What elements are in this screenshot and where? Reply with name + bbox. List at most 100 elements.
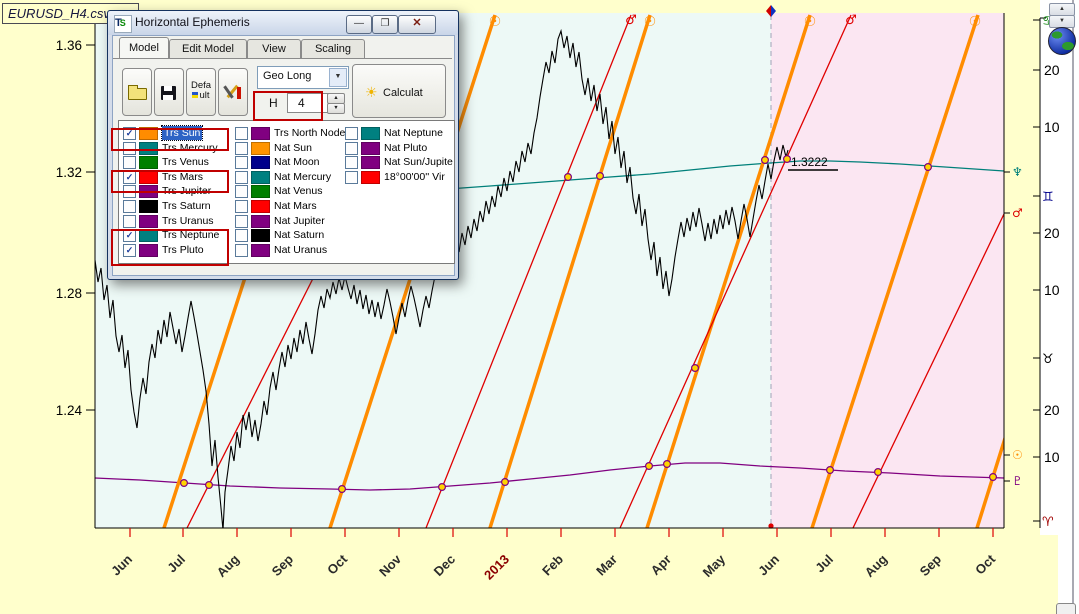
maximize-button[interactable]: ❐ — [372, 15, 398, 34]
color-swatch[interactable] — [251, 156, 270, 170]
coordinate-system-dropdown[interactable]: Geo Long ▼ — [257, 66, 349, 89]
planet-label[interactable]: Trs Uranus — [162, 214, 214, 227]
planet-row: Trs Saturn — [123, 199, 231, 213]
planet-label[interactable]: Trs Mars — [162, 170, 204, 183]
checkbox-nat-saturn[interactable] — [235, 229, 248, 243]
month-label: Aug — [214, 551, 243, 580]
planet-label[interactable]: Nat Sun/Jupite — [384, 156, 453, 169]
default-button[interactable]: Defa ult — [186, 68, 216, 116]
planet-row: Nat Uranus — [235, 243, 343, 257]
checkbox-nat-jupiter[interactable] — [235, 214, 248, 228]
planet-label[interactable]: Trs Saturn — [162, 200, 211, 212]
color-swatch[interactable] — [139, 214, 158, 228]
checkbox-trs-pluto[interactable]: ✓ — [123, 243, 136, 257]
checkbox-trs-sun[interactable]: ✓ — [123, 127, 136, 140]
mars-exit-glyph: ♂ — [1012, 206, 1023, 220]
planet-row: ✓ Trs Neptune — [123, 228, 231, 243]
color-swatch[interactable] — [251, 170, 270, 184]
planet-label[interactable]: Nat Saturn — [274, 229, 325, 242]
planet-label[interactable]: Nat Uranus — [274, 243, 328, 256]
planet-row: ✓ Trs Pluto — [123, 243, 231, 257]
month-label: May — [700, 551, 729, 580]
color-swatch[interactable] — [251, 185, 270, 199]
color-swatch[interactable] — [361, 127, 380, 140]
tab-scaling[interactable]: Scaling — [301, 39, 365, 58]
options-button[interactable] — [218, 68, 248, 116]
planet-row: 18°00'00'' Vir — [345, 170, 453, 184]
stepper-down-button[interactable]: ▼ — [327, 103, 345, 114]
color-swatch[interactable] — [251, 243, 270, 257]
planet-label[interactable]: Trs North Node — [274, 127, 346, 139]
degree-tick-label: 10 — [1044, 282, 1060, 298]
open-model-button[interactable] — [122, 68, 152, 116]
checkbox-nat-pluto[interactable] — [345, 141, 358, 155]
checkbox-nat-sun-jupite[interactable] — [345, 156, 358, 170]
planet-label[interactable]: Nat Jupiter — [274, 214, 325, 227]
color-swatch[interactable] — [361, 156, 380, 170]
planet-label[interactable]: Nat Venus — [274, 185, 323, 198]
mars-glyph: ♂ — [845, 13, 857, 28]
checkbox-trs-mercury[interactable] — [123, 141, 136, 155]
globe-icon[interactable] — [1048, 27, 1076, 55]
highlight-trs-mars — [111, 170, 229, 193]
color-swatch[interactable] — [139, 200, 158, 213]
color-swatch[interactable] — [361, 170, 380, 184]
color-swatch[interactable] — [139, 156, 158, 170]
planet-label[interactable]: Nat Mercury — [274, 170, 332, 183]
palette-icon — [192, 92, 199, 98]
planet-label[interactable]: Nat Mars — [274, 200, 317, 212]
symbol-label: EURUSD_H4.csv — [2, 3, 139, 24]
sun-burst-icon: ☀ — [365, 85, 378, 101]
minimize-button[interactable]: — — [346, 15, 372, 34]
checkbox-trs-saturn[interactable] — [123, 200, 136, 213]
planet-label[interactable]: Nat Pluto — [384, 141, 428, 154]
checkbox-trs-venus[interactable] — [123, 156, 136, 170]
month-label: Jun — [108, 551, 135, 578]
checkbox-nat-uranus[interactable] — [235, 243, 248, 257]
color-swatch[interactable] — [251, 214, 270, 228]
sun-glyph: ☉ — [804, 14, 817, 30]
color-swatch[interactable] — [139, 141, 158, 155]
save-model-button[interactable] — [154, 68, 184, 116]
color-swatch[interactable] — [361, 141, 380, 155]
planet-label[interactable]: Trs Pluto — [162, 243, 204, 256]
planet-label[interactable]: 18°00'00'' Vir — [384, 170, 445, 183]
checkbox-nat-venus[interactable] — [235, 185, 248, 199]
color-swatch[interactable] — [251, 127, 270, 140]
tab-edit-model[interactable]: Edit Model — [169, 39, 247, 58]
dialog-title: Horizontal Ephemeris — [135, 15, 250, 29]
close-button[interactable]: ✕ — [398, 15, 436, 34]
checkbox-trs-north-node[interactable] — [235, 127, 248, 140]
planet-label[interactable]: Nat Sun — [274, 141, 312, 154]
tab-view[interactable]: View — [247, 39, 301, 58]
planet-label[interactable]: Trs Venus — [162, 156, 209, 169]
degree-tick-label: 10 — [1044, 449, 1060, 465]
color-swatch[interactable] — [139, 127, 158, 140]
planet-row: Nat Sun/Jupite — [345, 155, 453, 170]
month-label: Oct — [972, 551, 998, 577]
checkbox-nat-neptune[interactable] — [345, 127, 358, 140]
calculate-button[interactable]: ☀ Calculat — [352, 64, 446, 118]
taurus-glyph: ♉ — [1042, 352, 1054, 367]
color-swatch[interactable] — [251, 141, 270, 155]
color-swatch[interactable] — [139, 243, 158, 257]
checkbox-nat-sun[interactable] — [235, 141, 248, 155]
checkbox-18-00-00-vir[interactable] — [345, 170, 358, 184]
corner-widget[interactable] — [1056, 603, 1076, 614]
color-swatch[interactable] — [251, 229, 270, 243]
planet-label[interactable]: Trs Neptune — [162, 229, 220, 242]
month-label: Jul — [812, 552, 836, 576]
harmonic-stepper: ▲ ▼ — [327, 93, 345, 114]
planet-label[interactable]: Nat Moon — [274, 156, 320, 169]
year-label: 2013 — [481, 552, 512, 583]
checkbox-nat-moon[interactable] — [235, 156, 248, 170]
dialog-titlebar[interactable]: TS Horizontal Ephemeris — ❐ ✕ — [108, 11, 458, 35]
checkbox-nat-mercury[interactable] — [235, 170, 248, 184]
highlight-trs-neptune-pluto — [111, 229, 229, 266]
checkbox-nat-mars[interactable] — [235, 200, 248, 213]
planet-label[interactable]: Nat Neptune — [384, 127, 443, 139]
tab-model[interactable]: Model — [119, 37, 169, 59]
color-swatch[interactable] — [251, 200, 270, 213]
checkbox-trs-uranus[interactable] — [123, 214, 136, 228]
